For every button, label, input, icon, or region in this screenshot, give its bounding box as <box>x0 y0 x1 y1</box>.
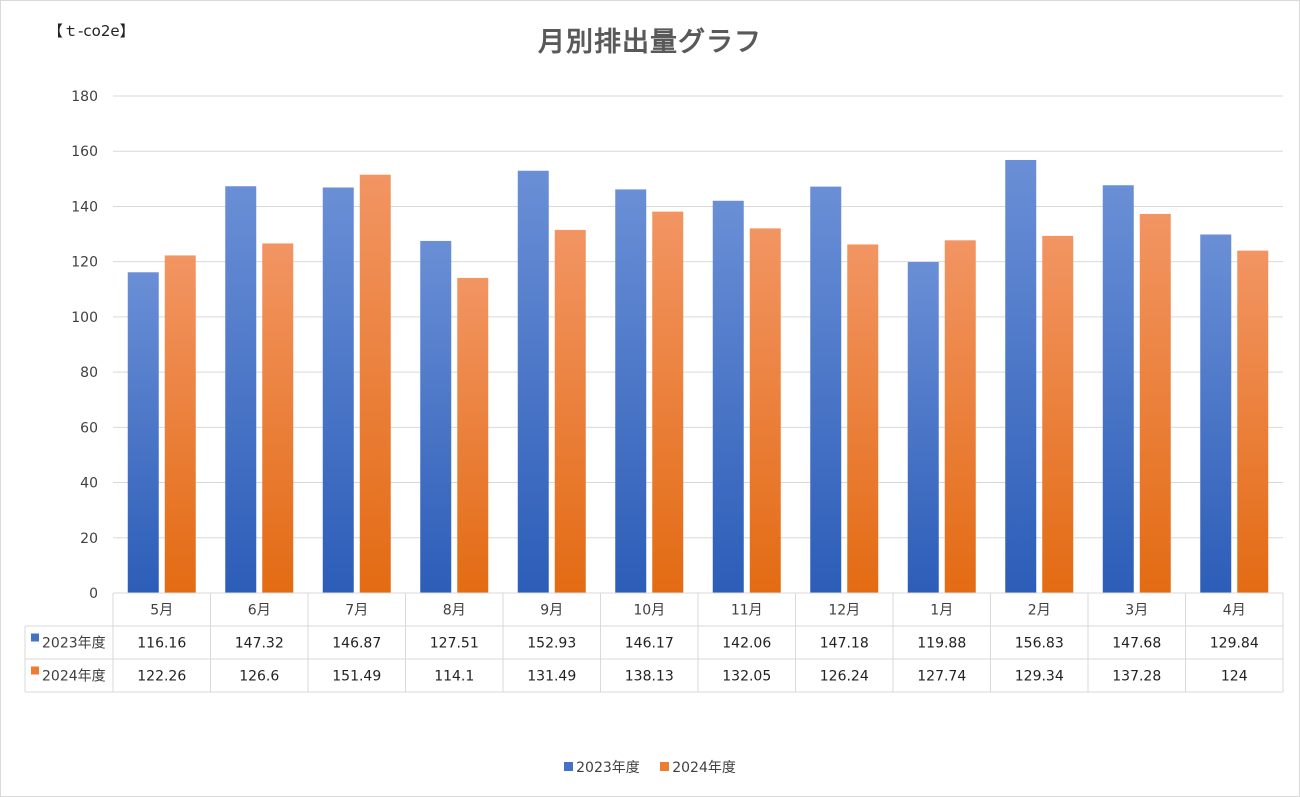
bar-2023年度-12月 <box>810 186 842 593</box>
legend: 2023年度 2024年度 <box>0 757 1300 777</box>
bar-2023年度-3月 <box>1102 185 1134 593</box>
y-tick-label: 140 <box>71 199 98 215</box>
legend-item-2023: 2023年度 <box>564 757 640 777</box>
data-label: 147.32 <box>235 636 284 652</box>
data-table: 5月 6月 7月 8月 9月 10月 11月 12月 1月 2月 3月 4月 2023年度 116.16 1… <box>24 592 1284 693</box>
category-label: 7月 <box>345 603 368 619</box>
y-tick-label: 20 <box>80 531 98 547</box>
bar-2024年度-1月 <box>944 240 976 594</box>
data-label: 129.84 <box>1210 636 1259 652</box>
data-label: 122.26 <box>137 669 186 685</box>
bar-2023年度-10月 <box>615 189 647 593</box>
bar-2023年度-11月 <box>712 200 744 593</box>
table-legend-key <box>31 633 39 642</box>
data-label: 142.06 <box>722 636 771 652</box>
y-tick-label: 100 <box>71 310 98 326</box>
data-label: 126.24 <box>820 669 869 685</box>
bar-2023年度-7月 <box>322 187 354 593</box>
bar-2024年度-5月 <box>164 255 196 593</box>
bar-2023年度-1月 <box>907 261 939 593</box>
category-label: 8月 <box>443 603 466 619</box>
bar-2023年度-8月 <box>420 240 452 593</box>
y-tick-label: 0 <box>89 586 98 602</box>
y-tick-label: 80 <box>80 365 98 381</box>
category-label: 4月 <box>1223 603 1246 619</box>
category-label: 2月 <box>1028 603 1051 619</box>
data-label: 132.05 <box>722 669 771 685</box>
bar-2023年度-2月 <box>1005 159 1037 593</box>
data-label: 151.49 <box>332 669 381 685</box>
category-label: 12月 <box>828 603 860 619</box>
data-label: 127.51 <box>430 636 479 652</box>
data-label: 131.49 <box>527 669 576 685</box>
table-legend-key <box>31 666 39 675</box>
bar-2024年度-3月 <box>1139 213 1171 594</box>
bar-2024年度-8月 <box>457 277 489 593</box>
bar-2023年度-4月 <box>1200 234 1232 594</box>
bar-2024年度-9月 <box>554 229 586 593</box>
table-series-label: 2024年度 <box>42 669 106 685</box>
bar-2024年度-12月 <box>847 244 879 594</box>
bar-2023年度-5月 <box>127 272 159 593</box>
gridlines <box>113 95 1283 539</box>
data-label: 129.34 <box>1015 669 1064 685</box>
category-label: 9月 <box>540 603 563 619</box>
category-label: 6月 <box>248 603 271 619</box>
data-label: 119.88 <box>917 636 966 652</box>
bar-2024年度-4月 <box>1237 250 1269 593</box>
y-tick-label: 120 <box>71 255 98 271</box>
y-axis-ticks: 0 20 40 60 80 100 120 140 160 180 <box>71 89 98 602</box>
data-label: 116.16 <box>137 636 186 652</box>
y-tick-label: 40 <box>80 476 98 492</box>
legend-swatch-2024 <box>660 762 670 771</box>
data-label: 156.83 <box>1015 636 1064 652</box>
bar-2024年度-2月 <box>1042 235 1074 594</box>
category-label: 11月 <box>731 603 763 619</box>
data-label: 138.13 <box>625 669 674 685</box>
legend-item-2024: 2024年度 <box>660 757 736 777</box>
category-label: 1月 <box>930 603 953 619</box>
category-label: 3月 <box>1125 603 1148 619</box>
bar-2024年度-6月 <box>262 243 294 593</box>
data-label: 114.1 <box>434 669 474 685</box>
data-label: 146.17 <box>625 636 674 652</box>
unit-label: 【ｔ-co2e】 <box>48 22 135 40</box>
bar-2023年度-9月 <box>517 170 549 593</box>
bar-2023年度-6月 <box>225 186 257 594</box>
legend-label-2023: 2023年度 <box>576 760 640 776</box>
bar-2024年度-10月 <box>652 211 684 593</box>
table-series-label: 2023年度 <box>42 636 106 652</box>
y-tick-label: 180 <box>71 89 98 105</box>
category-label: 10月 <box>633 603 665 619</box>
data-label: 147.18 <box>820 636 869 652</box>
y-tick-label: 60 <box>80 420 98 436</box>
bar-2024年度-7月 <box>359 174 391 593</box>
data-label: 146.87 <box>332 636 381 652</box>
data-label: 126.6 <box>239 669 279 685</box>
legend-label-2024: 2024年度 <box>672 760 736 776</box>
bar-2024年度-11月 <box>749 228 781 594</box>
category-label: 5月 <box>150 603 173 619</box>
data-label: 147.68 <box>1112 636 1161 652</box>
chart-title: 月別排出量グラフ <box>538 27 762 58</box>
data-label: 127.74 <box>917 669 966 685</box>
data-label: 152.93 <box>527 636 576 652</box>
legend-swatch-2023 <box>564 762 574 771</box>
data-label: 124 <box>1221 669 1248 685</box>
data-label: 137.28 <box>1112 669 1161 685</box>
y-tick-label: 160 <box>71 144 98 160</box>
bars <box>127 159 1269 594</box>
